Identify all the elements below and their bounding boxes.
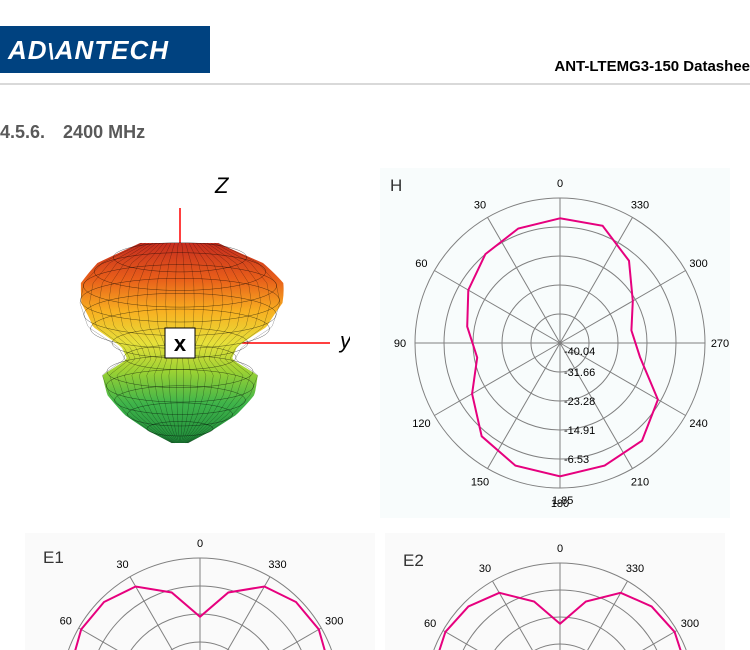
svg-text:330: 330: [626, 563, 644, 575]
svg-text:120: 120: [412, 418, 430, 430]
polar-e2-label: E2: [403, 551, 424, 571]
svg-text:30: 30: [479, 563, 491, 575]
header-divider: [0, 83, 750, 85]
svg-text:240: 240: [689, 418, 707, 430]
polar-chart-e1: E1 0306090120150180210240270300330: [25, 533, 375, 650]
svg-text:150: 150: [471, 477, 489, 489]
svg-text:210: 210: [631, 477, 649, 489]
logo-part: ANTECH: [55, 35, 169, 65]
svg-text:330: 330: [631, 199, 649, 211]
svg-text:-31.66: -31.66: [564, 367, 595, 379]
svg-text:300: 300: [689, 258, 707, 270]
svg-text:-14.91: -14.91: [564, 425, 595, 437]
svg-text:x: x: [174, 331, 187, 356]
polar-chart-h: H 0306090120150180210240270300330-40.04-…: [380, 168, 730, 518]
svg-text:-40.04: -40.04: [564, 346, 595, 358]
svg-text:30: 30: [474, 199, 486, 211]
svg-text:60: 60: [60, 616, 72, 628]
logo-part: \: [48, 39, 55, 64]
section-number: 4.5.6.: [0, 122, 45, 142]
svg-text:300: 300: [325, 616, 343, 628]
logo-part: AD: [8, 35, 48, 65]
svg-text:330: 330: [268, 559, 286, 571]
svg-text:y: y: [338, 328, 350, 353]
brand-logo: AD\ANTECH: [0, 26, 210, 73]
polar-e1-label: E1: [43, 548, 64, 568]
section-heading: 4.5.6. 2400 MHz: [0, 122, 145, 143]
svg-text:1.85: 1.85: [552, 495, 573, 507]
svg-text:0: 0: [197, 538, 203, 550]
svg-text:Z: Z: [214, 173, 230, 198]
radiation-pattern-3d: Zy x: [60, 168, 350, 498]
svg-text:300: 300: [681, 618, 699, 630]
svg-text:90: 90: [394, 338, 406, 350]
doc-title: ANT-LTEMG3-150 Datashee: [554, 58, 750, 75]
svg-text:0: 0: [557, 543, 563, 555]
polar-h-label: H: [390, 176, 402, 196]
svg-text:-6.53: -6.53: [564, 454, 589, 466]
svg-text:30: 30: [116, 559, 128, 571]
svg-text:-23.28: -23.28: [564, 396, 595, 408]
svg-text:270: 270: [711, 338, 729, 350]
svg-text:0: 0: [557, 178, 563, 190]
svg-text:60: 60: [424, 618, 436, 630]
polar-chart-e2: E2 0306090120150180210240270300330: [385, 533, 725, 650]
brand-logo-text: AD\ANTECH: [8, 37, 169, 63]
svg-text:60: 60: [415, 258, 427, 270]
section-title: 2400 MHz: [63, 122, 145, 142]
